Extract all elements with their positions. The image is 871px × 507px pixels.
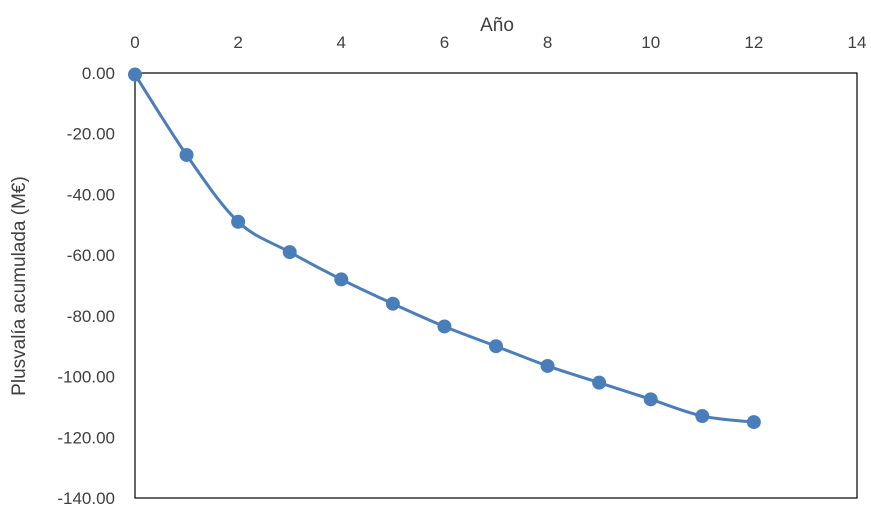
x-axis-title: Año [480, 15, 514, 36]
data-point [179, 147, 194, 162]
data-point [282, 245, 297, 260]
data-point [643, 392, 658, 407]
data-point [695, 409, 710, 424]
x-tick-label: 14 [848, 33, 867, 52]
data-point [437, 319, 452, 334]
y-tick-label: -80.00 [67, 307, 115, 326]
data-point [128, 67, 142, 82]
data-point [231, 214, 246, 229]
data-point [592, 375, 607, 390]
y-tick-label: -20.00 [67, 125, 115, 144]
series-line [133, 73, 755, 424]
y-axis-title: Plusvalía acumulada (M€) [9, 176, 30, 396]
y-axis-ticks: 0.00 -20.00 -40.00 -60.00 -80.00 -100.00 -120.… [57, 64, 115, 507]
series-layer [128, 67, 761, 430]
data-point [540, 358, 555, 373]
data-point [489, 339, 503, 354]
x-tick-label: 8 [543, 33, 552, 52]
y-tick-label: -140.00 [57, 489, 115, 507]
x-tick-label: 0 [130, 33, 139, 52]
y-tick-label: 0.00 [82, 64, 115, 83]
x-tick-label: 2 [233, 33, 242, 52]
data-point [385, 296, 400, 311]
y-tick-label: -120.00 [57, 428, 115, 447]
x-tick-label: 4 [337, 33, 346, 52]
x-tick-label: 12 [744, 33, 763, 52]
x-axis-ticks: 0 2 4 6 8 10 12 14 [130, 33, 866, 52]
data-point [746, 415, 761, 430]
plot-area-frame [134, 72, 858, 499]
y-tick-label: -40.00 [67, 185, 115, 204]
y-tick-label: -60.00 [67, 246, 115, 265]
x-tick-label: 10 [641, 33, 660, 52]
data-point [334, 272, 349, 287]
y-tick-label: -100.00 [57, 368, 115, 387]
x-tick-label: 6 [440, 33, 449, 52]
